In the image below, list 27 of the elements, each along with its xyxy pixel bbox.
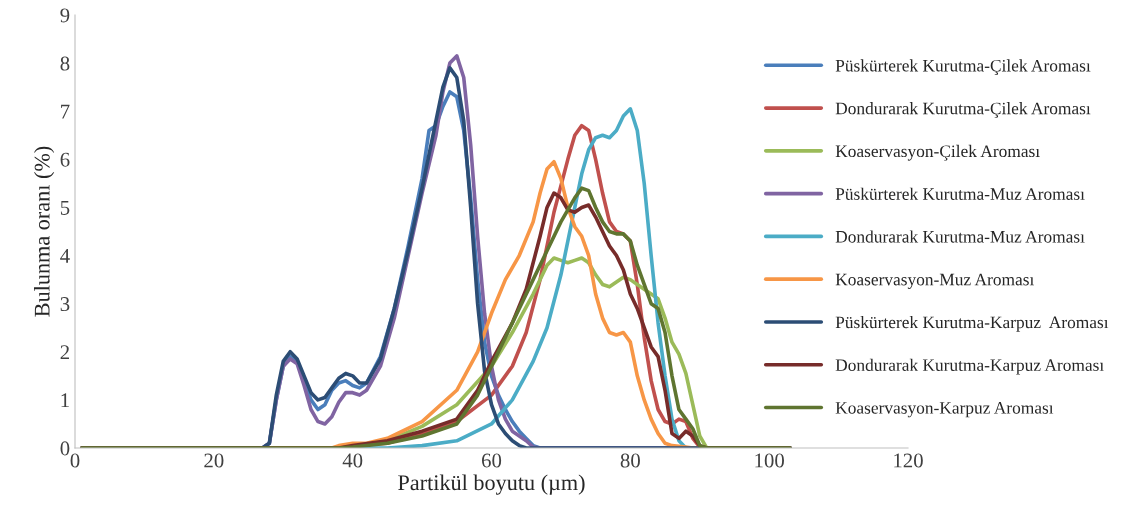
y-tick-label: 5 xyxy=(60,201,70,215)
legend-label: Püskürterek Kurutma-Muz Aroması xyxy=(835,187,1085,200)
legend-label: Koaservasyon-Çilek Aroması xyxy=(835,144,1040,161)
legend-label: Dondurarak Kurutma-Karpuz Aroması xyxy=(835,358,1104,375)
y-axis-title: Bulunma oranı (%) xyxy=(34,146,55,317)
y-tick-label: 1 xyxy=(61,393,69,408)
legend-label: Püskürterek Kurutma-Karpuz Aroması xyxy=(835,316,1109,332)
y-tick-label: 2 xyxy=(60,345,69,360)
legend-label: Püskürterek Kurutma-Çilek Aroması xyxy=(835,59,1091,76)
y-tick-label: 8 xyxy=(60,56,70,71)
y-tick-label: 6 xyxy=(60,152,70,167)
x-tick-label: 20 xyxy=(204,453,224,468)
legend-label: Koaservasyon-Karpuz Aroması xyxy=(835,402,1054,418)
legend-label: Koaservasyon-Muz Aroması xyxy=(835,273,1034,289)
y-tick-label: 9 xyxy=(60,8,70,23)
x-tick-label: 60 xyxy=(481,453,502,468)
legend-label: Dondurarak Kurutma-Çilek Aroması xyxy=(835,102,1091,118)
x-tick-label: 120 xyxy=(894,453,923,468)
y-tick-label: 7 xyxy=(61,104,70,119)
legend-label: Dondurarak Kurutma-Muz Aroması xyxy=(835,230,1085,243)
y-tick-label: 3 xyxy=(60,297,70,312)
x-tick-label: 40 xyxy=(342,453,363,468)
y-tick-label: 4 xyxy=(60,249,70,263)
x-axis-title: Partikül boyutu (µm) xyxy=(398,474,585,495)
x-tick-label: 80 xyxy=(620,453,640,468)
y-tick-label: 0 xyxy=(60,441,70,456)
x-tick-label: 100 xyxy=(755,453,784,468)
